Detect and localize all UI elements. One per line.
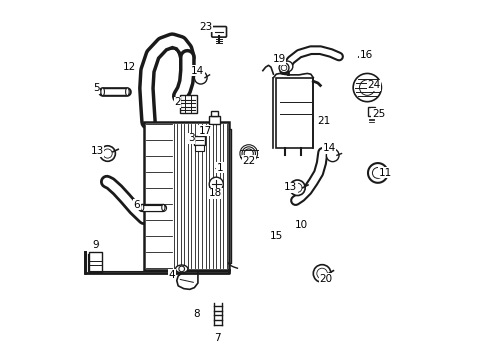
Ellipse shape xyxy=(162,204,164,211)
Bar xyxy=(367,107,374,117)
Text: 24: 24 xyxy=(367,80,380,90)
Bar xyxy=(276,78,313,148)
Text: 12: 12 xyxy=(123,62,136,72)
Text: 2: 2 xyxy=(174,98,181,107)
Text: 3: 3 xyxy=(188,133,195,143)
Text: 23: 23 xyxy=(199,22,212,32)
Text: 13: 13 xyxy=(90,146,103,156)
Text: 21: 21 xyxy=(316,116,329,126)
Text: 10: 10 xyxy=(294,220,307,230)
Text: 18: 18 xyxy=(208,188,222,198)
Text: 19: 19 xyxy=(272,54,285,64)
Bar xyxy=(210,111,218,117)
Text: 6: 6 xyxy=(133,200,140,210)
Circle shape xyxy=(194,71,207,84)
Ellipse shape xyxy=(101,88,104,96)
Ellipse shape xyxy=(141,204,143,211)
Text: 15: 15 xyxy=(269,231,282,242)
Bar xyxy=(194,136,204,145)
Text: 14: 14 xyxy=(322,143,335,153)
Bar xyxy=(209,117,219,123)
Bar xyxy=(179,95,196,113)
Text: 4: 4 xyxy=(168,270,175,280)
Circle shape xyxy=(313,265,330,282)
Text: 25: 25 xyxy=(371,109,385,119)
Text: 22: 22 xyxy=(242,156,255,166)
Ellipse shape xyxy=(175,265,187,273)
Text: 1: 1 xyxy=(216,163,223,173)
Bar xyxy=(143,122,228,270)
Text: 7: 7 xyxy=(213,333,220,343)
Circle shape xyxy=(289,180,305,195)
Text: 17: 17 xyxy=(198,126,211,136)
Text: 11: 11 xyxy=(378,168,391,178)
Circle shape xyxy=(352,73,381,102)
Text: 16: 16 xyxy=(359,50,372,60)
Circle shape xyxy=(100,146,115,161)
Ellipse shape xyxy=(125,88,129,96)
Text: 20: 20 xyxy=(319,274,331,284)
Text: 14: 14 xyxy=(191,66,204,76)
Circle shape xyxy=(279,63,288,73)
Text: 13: 13 xyxy=(283,182,296,192)
Text: 9: 9 xyxy=(92,240,99,250)
Circle shape xyxy=(325,149,338,162)
Text: 8: 8 xyxy=(193,309,200,319)
Circle shape xyxy=(240,145,257,162)
Circle shape xyxy=(209,177,223,191)
FancyBboxPatch shape xyxy=(211,27,226,37)
Circle shape xyxy=(282,61,292,72)
Text: 5: 5 xyxy=(93,83,100,93)
Bar xyxy=(195,145,204,151)
